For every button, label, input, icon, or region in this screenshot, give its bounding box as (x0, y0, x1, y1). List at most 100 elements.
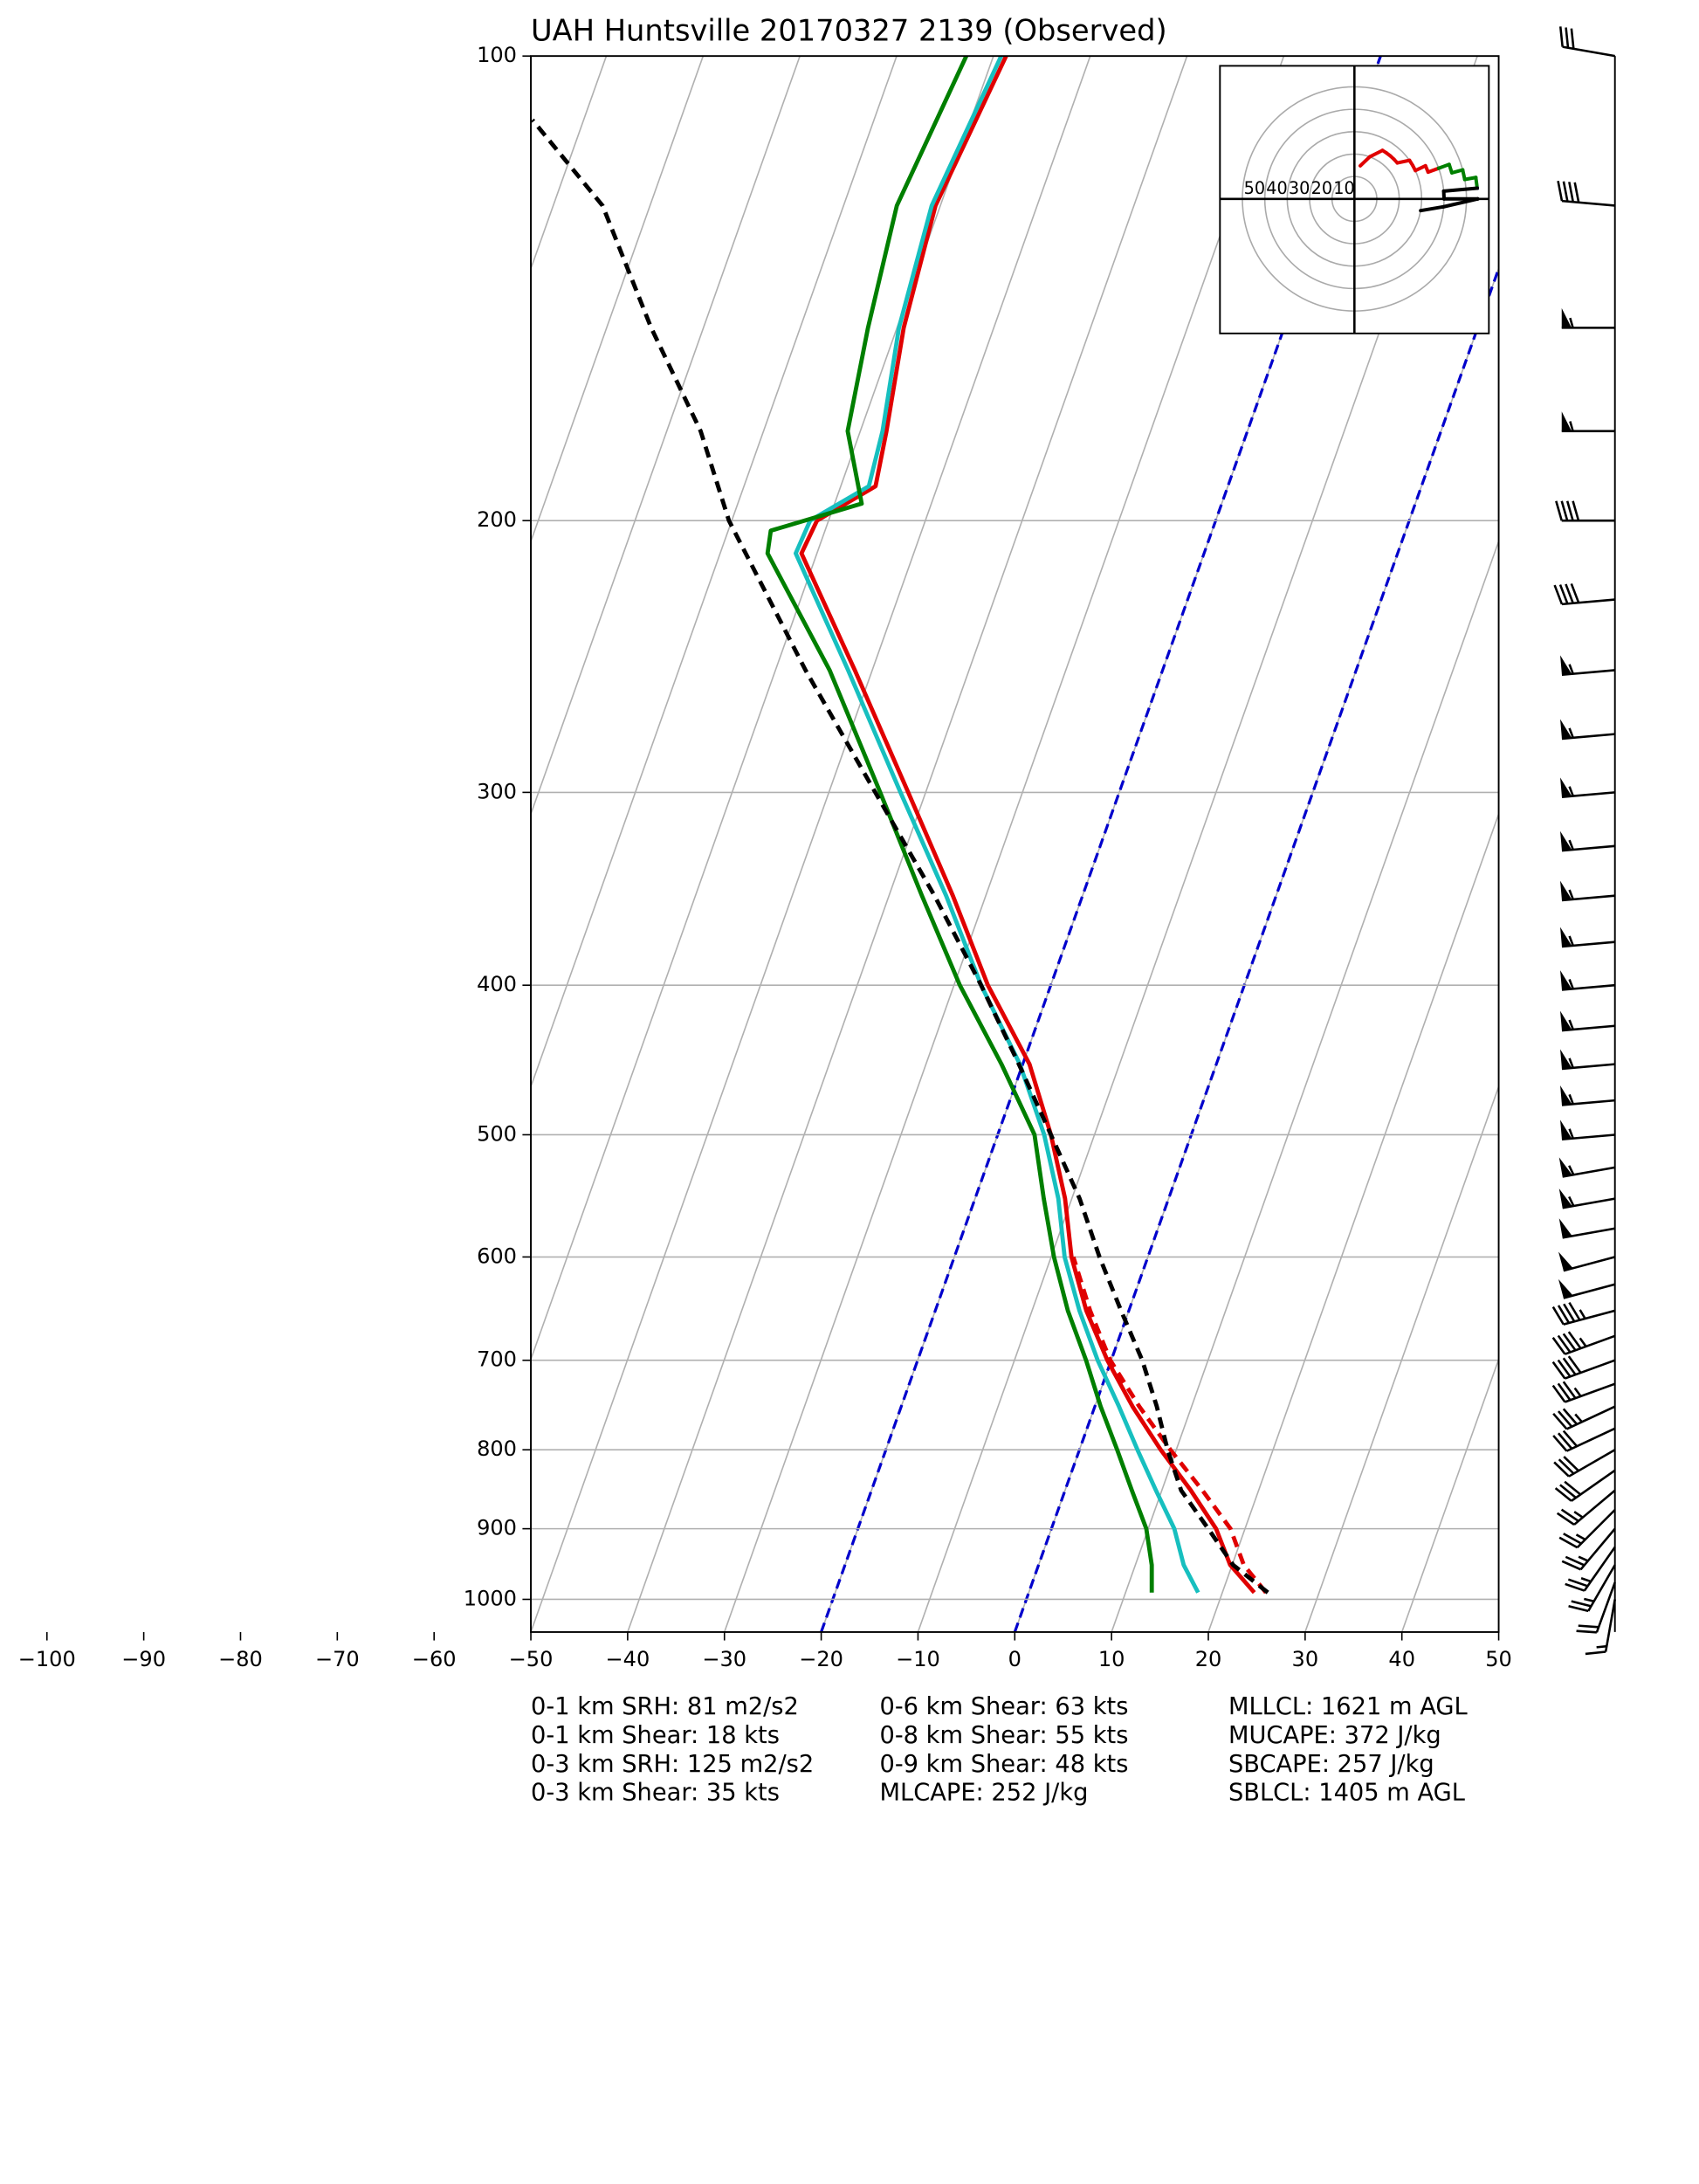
stat-line: 0-3 km SRH: 125 m2/s2 (531, 1751, 814, 1778)
y-tick-label: 1000 (464, 1586, 517, 1610)
hodo-ring-label: 40 (1266, 178, 1288, 198)
barb-staff (1565, 1405, 1616, 1430)
barb-staff (1561, 791, 1615, 798)
barb-staff (1561, 199, 1615, 207)
barb-staff (1563, 1256, 1616, 1272)
stat-line: 0-8 km Shear: 55 kts (879, 1722, 1128, 1749)
barb-full (1559, 1484, 1577, 1499)
barb-staff (1568, 1449, 1616, 1478)
barb-staff (1561, 1063, 1615, 1071)
barb-full (1557, 1359, 1572, 1378)
barb-half (1580, 1577, 1592, 1583)
barb-full (1558, 1410, 1573, 1428)
barb-full (1560, 1508, 1579, 1522)
x-tick-label: −40 (606, 1647, 650, 1671)
y-tick-label: 600 (477, 1244, 517, 1268)
profile-line (1071, 1256, 1268, 1595)
barb-flag (1560, 1010, 1572, 1031)
barb-flag (1558, 1157, 1572, 1177)
barb-staff (1595, 1581, 1616, 1633)
wind-barb (1552, 1405, 1616, 1430)
wind-barb (1556, 1489, 1616, 1526)
hodo-segment (1462, 176, 1478, 182)
hodo-segment (1441, 186, 1479, 193)
barb-flag (1558, 1278, 1573, 1299)
hodo-ring-label: 10 (1333, 178, 1355, 198)
x-tick-label: 10 (1098, 1647, 1125, 1671)
barb-flag (1560, 1085, 1572, 1106)
stat-line: 0-6 km Shear: 63 kts (879, 1693, 1128, 1720)
barb-staff (1571, 1469, 1616, 1502)
x-tick-label: 0 (1008, 1647, 1021, 1671)
x-tick-label: −30 (702, 1647, 746, 1671)
wind-barb (1560, 655, 1615, 677)
wind-barb (1565, 1546, 1616, 1592)
barb-full (1557, 1305, 1571, 1324)
barb-half (1596, 1644, 1607, 1649)
barb-flag (1560, 830, 1572, 851)
barb-full (1568, 182, 1575, 203)
barb-full (1565, 500, 1574, 521)
barb-half (1569, 421, 1574, 432)
barb-staff (1564, 1334, 1616, 1355)
barb-full (1561, 1560, 1582, 1571)
barb-full (1562, 1430, 1579, 1448)
barb-full (1558, 26, 1564, 47)
y-tick-label: 300 (477, 779, 517, 803)
wind-barb (1560, 880, 1615, 902)
barb-full (1560, 500, 1569, 521)
barb-full (1585, 1650, 1606, 1656)
barb-flag (1560, 880, 1572, 901)
wind-barbs (1551, 26, 1616, 1656)
wind-barb (1557, 180, 1615, 207)
isotherm (1207, 811, 1499, 1632)
barb-flag (1561, 411, 1572, 431)
x-tick-label: 50 (1485, 1647, 1512, 1671)
x-tick-label: 40 (1388, 1647, 1415, 1671)
wind-barb (1560, 777, 1615, 798)
barb-staff (1561, 669, 1615, 677)
hodo-ring-label: 30 (1289, 178, 1310, 198)
wind-barb (1553, 1449, 1616, 1478)
x-tick-label: −10 (896, 1647, 940, 1671)
barb-full (1573, 182, 1580, 203)
stat-line: SBCAPE: 257 J/kg (1228, 1751, 1434, 1778)
barb-full (1572, 500, 1580, 521)
barb-full (1578, 1624, 1599, 1629)
barb-flag (1560, 719, 1572, 739)
stat-line: 0-3 km Shear: 35 kts (531, 1780, 780, 1807)
hodo-segment (1395, 158, 1412, 165)
barb-half (1579, 1309, 1586, 1319)
hodo-segment (1419, 204, 1446, 213)
barb-full (1563, 1456, 1579, 1472)
barb-full (1552, 1412, 1568, 1430)
barb-staff (1561, 733, 1615, 741)
stat-line: MLLCL: 1621 m AGL (1228, 1693, 1469, 1720)
barb-staff (1561, 598, 1615, 606)
barb-staff (1561, 1133, 1615, 1141)
stat-line: MUCAPE: 372 J/kg (1228, 1722, 1441, 1749)
barb-full (1552, 1435, 1568, 1452)
barb-staff (1561, 1099, 1615, 1106)
barb-staff (1561, 940, 1615, 948)
barb-staff (1561, 894, 1615, 902)
barb-staff (1587, 1564, 1616, 1612)
wind-barb (1558, 1278, 1616, 1299)
hodo-ring-label: 50 (1244, 178, 1266, 198)
wind-barb (1558, 1218, 1615, 1239)
hodo-segment (1449, 168, 1465, 175)
barb-full (1565, 1582, 1586, 1592)
x-tick-label: −20 (799, 1647, 843, 1671)
barb-staff (1564, 1382, 1616, 1403)
barb-staff (1561, 983, 1615, 991)
wind-barb (1585, 1599, 1616, 1656)
barb-half (1568, 1058, 1574, 1069)
barb-staff (1563, 1309, 1616, 1326)
barb-half (1569, 317, 1574, 328)
barb-half (1568, 1195, 1575, 1207)
barb-full (1558, 1458, 1575, 1475)
wind-barb (1568, 1564, 1616, 1613)
profile-line (531, 118, 1269, 1595)
